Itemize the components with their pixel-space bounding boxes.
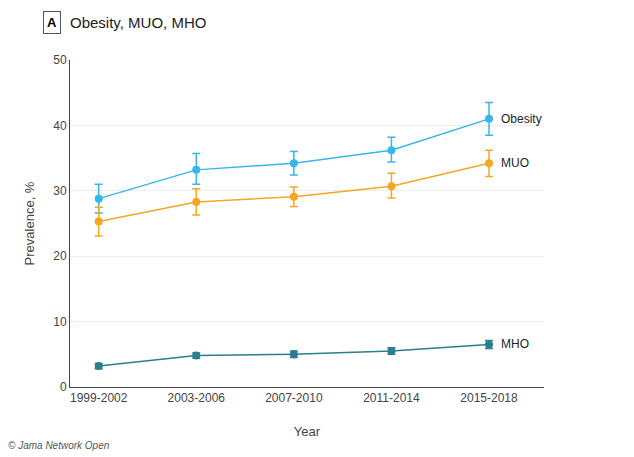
svg-text:A: A	[47, 15, 57, 30]
svg-text:2011-2014: 2011-2014	[363, 391, 420, 405]
svg-text:20: 20	[53, 249, 67, 263]
svg-text:Obesity: Obesity	[501, 112, 542, 126]
svg-text:Prevalence, %: Prevalence, %	[22, 181, 37, 265]
svg-text:10: 10	[53, 315, 67, 329]
svg-text:1999-2002: 1999-2002	[70, 391, 128, 405]
svg-text:0: 0	[60, 380, 67, 394]
svg-text:50: 50	[53, 53, 67, 67]
svg-text:2003-2006: 2003-2006	[168, 391, 226, 405]
svg-text:40: 40	[53, 119, 67, 133]
svg-text:MHO: MHO	[501, 337, 529, 351]
svg-text:30: 30	[53, 184, 67, 198]
svg-text:2015-2018: 2015-2018	[460, 391, 518, 405]
svg-text:2007-2010: 2007-2010	[265, 391, 323, 405]
svg-text:Year: Year	[294, 424, 321, 439]
svg-text:MUO: MUO	[501, 156, 529, 170]
svg-text:Obesity, MUO, MHO: Obesity, MUO, MHO	[70, 14, 206, 31]
svg-text:© Jama Network Open: © Jama Network Open	[8, 440, 110, 451]
